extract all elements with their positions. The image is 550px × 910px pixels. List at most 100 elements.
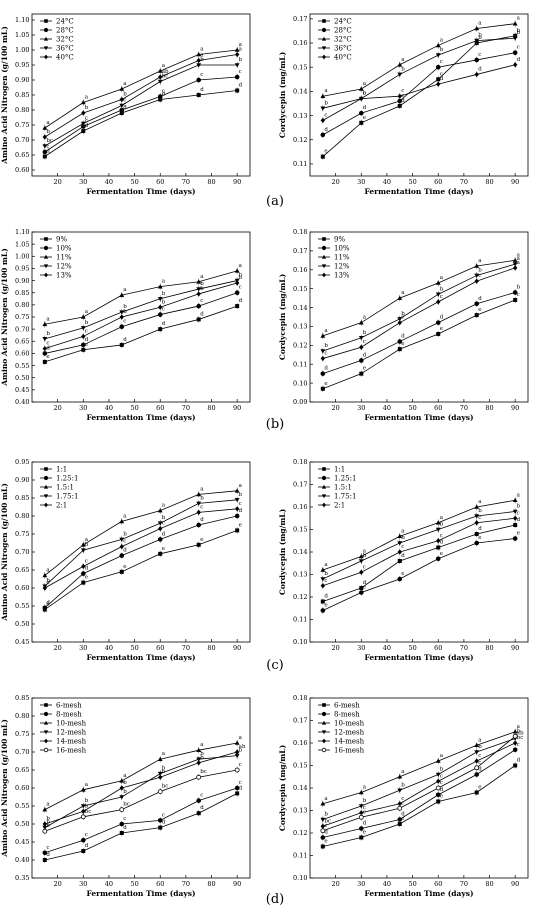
significance-letter: b <box>517 284 521 290</box>
significance-letter: d <box>363 821 367 827</box>
significance-letter: c <box>162 521 165 527</box>
y-tick-label: 0.85 <box>15 289 29 297</box>
significance-letter: c <box>517 292 520 298</box>
significance-letter: c <box>363 91 366 97</box>
significance-letter: a <box>123 773 127 779</box>
data-point <box>512 36 518 41</box>
data-point <box>397 788 403 793</box>
data-point <box>234 280 240 286</box>
significance-letter: a <box>440 37 444 43</box>
legend-marker <box>321 747 327 753</box>
data-point <box>119 324 125 330</box>
significance-letter: c <box>46 341 49 347</box>
data-point <box>234 753 240 759</box>
legend-entry: 1:1 <box>56 465 67 473</box>
data-point <box>512 265 518 271</box>
data-point <box>119 778 125 783</box>
series-1: d d d d d d <box>42 508 243 611</box>
significance-letter: d <box>324 594 328 600</box>
significance-letter: b <box>324 812 328 818</box>
data-point <box>397 805 403 811</box>
significance-letter: b <box>324 343 328 349</box>
significance-letter: b <box>46 578 50 584</box>
x-tick-label: 60 <box>434 178 442 186</box>
significance-letter: a <box>401 57 405 63</box>
data-point <box>196 760 201 766</box>
data-point <box>157 284 163 289</box>
significance-letter: b <box>200 281 204 287</box>
legend-marker <box>321 36 327 41</box>
data-point <box>435 42 441 48</box>
significance-letter: b <box>46 331 50 337</box>
legend-marker <box>43 730 49 735</box>
series-line <box>44 530 238 610</box>
y-tick-label: 0.40 <box>15 856 29 864</box>
series-line <box>322 37 516 109</box>
significance-letter: e <box>363 115 366 121</box>
legend-marker <box>43 27 49 33</box>
data-point <box>42 858 47 862</box>
data-point <box>42 351 48 356</box>
significance-letter: c <box>363 339 366 345</box>
legend-entry: 11% <box>334 253 350 261</box>
data-point <box>81 580 86 585</box>
data-point <box>512 62 518 68</box>
x-tick-label: 80 <box>485 178 493 186</box>
significance-letter: c <box>478 515 481 521</box>
legend-marker <box>322 272 326 278</box>
legend: 24°C28°C32°C36°C40°C <box>318 17 352 61</box>
x-tick-label: 30 <box>357 404 365 412</box>
data-point <box>474 790 479 795</box>
series-line <box>322 511 516 580</box>
significance-letter: d <box>46 345 50 351</box>
x-tick-label: 30 <box>357 178 365 186</box>
y-tick-label: 0.75 <box>15 313 29 321</box>
legend-entry: 24°C <box>334 17 352 25</box>
data-point <box>196 542 201 547</box>
x-axis-title: Fermentation Time (days) <box>86 187 195 196</box>
significance-letter: e <box>363 585 366 591</box>
significance-letter: c <box>324 351 327 357</box>
y-tick-label: 0.11 <box>293 616 307 624</box>
significance-letter: c <box>200 504 203 510</box>
x-tick-label: 90 <box>511 178 519 186</box>
significance-letter: a <box>239 42 243 48</box>
significance-letter: ab <box>517 731 524 737</box>
data-point <box>436 77 441 82</box>
significance-letter: b <box>46 823 50 829</box>
y-tick-label: 0.17 <box>293 247 307 255</box>
legend-entry: 12% <box>56 262 72 270</box>
significance-letter: b <box>239 275 243 281</box>
significance-letter: b <box>123 92 127 98</box>
x-axis-title: Fermentation Time (days) <box>364 653 473 662</box>
significance-letter: e <box>162 546 165 552</box>
significance-letter: a <box>46 120 50 126</box>
data-point <box>234 63 240 68</box>
data-point <box>320 801 326 806</box>
data-point <box>119 807 125 812</box>
data-point <box>42 144 48 149</box>
data-point <box>320 117 326 123</box>
x-tick-label: 60 <box>434 880 442 888</box>
x-tick-label: 70 <box>182 644 190 652</box>
significance-letter: a <box>200 486 204 492</box>
x-tick-label: 20 <box>332 644 340 652</box>
data-point <box>358 559 364 564</box>
legend-entry: 10% <box>334 244 350 252</box>
significance-letter: e <box>478 307 481 313</box>
data-point <box>119 785 124 791</box>
data-point <box>359 810 364 816</box>
data-point <box>80 837 86 843</box>
data-point <box>474 520 479 526</box>
panel-label-c: (c) <box>266 658 283 673</box>
significance-letter: e <box>324 839 327 845</box>
legend-entry: 10% <box>56 244 72 252</box>
y-tick-label: 0.15 <box>293 63 307 71</box>
data-point <box>397 817 403 822</box>
x-tick-label: 70 <box>460 880 468 888</box>
